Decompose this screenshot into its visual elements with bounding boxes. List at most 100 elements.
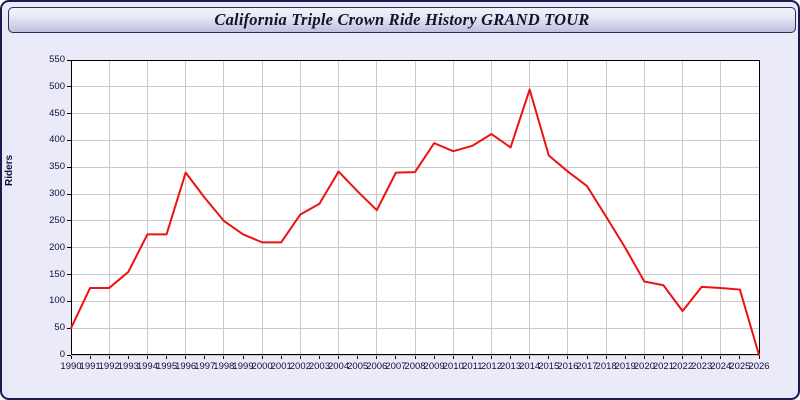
x-axis-tick-label: 2014	[519, 361, 541, 372]
x-axis-tick-mark	[529, 355, 531, 359]
x-axis-tick-mark	[682, 355, 684, 359]
gridline-vertical	[682, 60, 684, 355]
gridline-vertical	[108, 60, 110, 355]
y-axis-tick-label: 500	[49, 80, 65, 92]
x-axis-tick-label: 2022	[671, 361, 694, 372]
x-axis-tick-label: 2012	[480, 361, 502, 372]
gridline-horizontal	[71, 354, 760, 356]
x-axis-tick-mark	[739, 355, 741, 359]
x-axis-tick-mark	[510, 355, 512, 359]
x-axis-tick-mark	[662, 355, 664, 359]
y-axis-tick-label: 550	[49, 54, 65, 65]
x-axis-tick-mark	[643, 355, 645, 359]
y-axis-tick-mark	[67, 300, 71, 302]
x-axis-tick-mark	[261, 355, 263, 359]
gridline-vertical	[490, 60, 492, 355]
x-axis-tick-label: 1996	[175, 361, 197, 372]
y-axis-tick-label: 250	[49, 214, 65, 226]
x-axis-tick-label: 2000	[251, 361, 273, 372]
y-axis-tick-mark	[67, 113, 71, 115]
x-axis-tick-mark	[242, 355, 244, 359]
gridline-vertical	[720, 60, 722, 355]
gridline-horizontal	[71, 300, 760, 302]
x-axis-tick-mark	[204, 355, 206, 359]
x-axis-tick-label: 2023	[691, 361, 713, 372]
x-axis-tick-label: 2006	[366, 361, 388, 372]
gridline-horizontal	[71, 193, 760, 195]
y-axis-tick-mark	[67, 193, 71, 195]
gridline-vertical	[529, 60, 531, 355]
x-axis-tick-label: 2016	[557, 361, 579, 372]
gridline-horizontal	[71, 327, 760, 329]
y-axis-tick-label: 50	[54, 322, 65, 334]
window-titlebar: California Triple Crown Ride History GRA…	[8, 7, 796, 33]
x-axis-tick-mark	[395, 355, 397, 359]
x-axis-tick-mark	[452, 355, 454, 359]
plot-right-border	[759, 60, 760, 355]
gridline-horizontal	[71, 139, 760, 141]
x-axis-tick-label: 2003	[308, 361, 330, 372]
chart-canvas: Riders 0 50 100 150 200 250 300 350 400 450 500 550…	[4, 36, 796, 394]
gridline-vertical	[261, 60, 263, 355]
x-axis-tick-label: 2024	[710, 361, 732, 372]
x-axis-tick-mark	[720, 355, 722, 359]
x-axis-tick-label: 1997	[194, 361, 216, 372]
x-axis-tick-mark	[567, 355, 569, 359]
y-axis-tick-label: 400	[49, 134, 65, 146]
gridline-vertical	[299, 60, 301, 355]
x-axis-tick-mark	[185, 355, 187, 359]
gridline-vertical	[605, 60, 607, 355]
y-axis-label: Riders	[4, 154, 15, 186]
x-axis-tick-label: 2015	[538, 361, 560, 372]
gridline-vertical	[414, 60, 416, 355]
x-axis-tick-label: 1991	[79, 361, 101, 372]
y-axis-tick-mark	[67, 59, 71, 61]
x-axis-tick-label: 2025	[729, 361, 751, 372]
x-axis-tick-label: 1990	[60, 361, 82, 372]
gridline-horizontal	[71, 274, 760, 276]
x-axis-tick-label: 2004	[327, 361, 350, 372]
x-axis-tick-mark	[89, 355, 91, 359]
y-axis-tick-label: 450	[49, 107, 65, 119]
x-axis-tick-label: 2005	[347, 361, 369, 372]
gridline-horizontal	[71, 86, 760, 88]
x-axis-tick-label: 2011	[462, 361, 483, 372]
y-axis-tick-mark	[67, 274, 71, 276]
x-axis-tick-label: 2010	[442, 361, 464, 372]
gridline-vertical	[567, 60, 569, 355]
x-axis-tick-label: 1998	[213, 361, 235, 372]
x-axis-tick-mark	[146, 355, 148, 359]
x-axis-tick-mark	[127, 355, 129, 359]
gridline-vertical	[223, 60, 225, 355]
y-axis-tick-mark	[67, 139, 71, 141]
gridline-vertical	[376, 60, 378, 355]
x-axis-tick-mark	[624, 355, 626, 359]
plot-area	[70, 59, 760, 356]
x-axis-tick-label: 1994	[136, 361, 158, 372]
y-axis-tick-mark	[67, 327, 71, 329]
x-axis-tick-label: 1993	[117, 361, 139, 372]
x-axis-tick-mark	[758, 355, 760, 359]
y-axis-tick-mark	[67, 86, 71, 88]
x-axis-tick-mark	[433, 355, 435, 359]
gridline-vertical	[643, 60, 645, 355]
x-axis-tick-mark	[490, 355, 492, 359]
x-axis-tick-label: 2020	[633, 361, 655, 372]
x-axis-tick-mark	[223, 355, 225, 359]
gridline-vertical	[338, 60, 340, 355]
page-title: California Triple Crown Ride History GRA…	[214, 10, 590, 29]
x-axis-tick-mark	[586, 355, 588, 359]
x-axis-tick-mark	[338, 355, 340, 359]
x-axis-tick-label: 2002	[289, 361, 311, 372]
x-axis-tick-mark	[108, 355, 110, 359]
y-axis-tick-label: 0	[59, 349, 65, 360]
x-axis-tick-label: 2019	[614, 361, 636, 372]
x-axis-tick-mark	[166, 355, 168, 359]
y-axis-line	[71, 60, 72, 355]
x-axis-tick-label: 2008	[404, 361, 426, 372]
x-axis-tick-mark	[701, 355, 703, 359]
x-axis-tick-label: 2026	[748, 361, 770, 372]
y-axis-tick-label: 350	[49, 161, 65, 173]
x-axis-tick-label: 1992	[98, 361, 120, 372]
